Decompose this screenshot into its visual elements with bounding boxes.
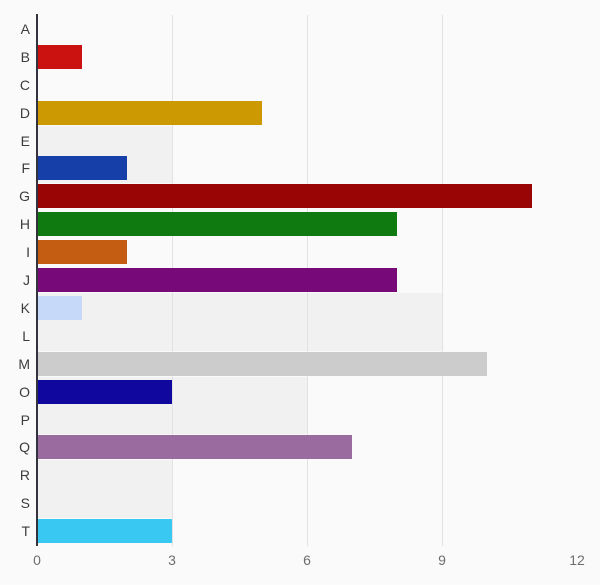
- category-label-M: M: [18, 355, 30, 372]
- bar-F: [38, 156, 127, 181]
- x-tick-label-3: 3: [168, 552, 176, 568]
- category-label-C: C: [19, 76, 30, 93]
- category-label-H: H: [19, 216, 30, 233]
- category-label-L: L: [22, 327, 30, 344]
- category-label-D: D: [19, 104, 30, 121]
- category-label-K: K: [20, 299, 30, 316]
- category-label-A: A: [20, 20, 30, 37]
- category-label-B: B: [20, 48, 30, 65]
- bar-T: [38, 519, 172, 544]
- category-label-T: T: [21, 523, 30, 540]
- category-label-F: F: [21, 160, 30, 177]
- bar-I: [38, 240, 127, 265]
- background-panel-RS: [38, 460, 173, 519]
- bar-H: [38, 212, 397, 237]
- category-label-P: P: [20, 411, 30, 428]
- bar-Q: [38, 435, 352, 460]
- y-axis-line: [36, 14, 38, 546]
- x-tick-label-12: 12: [569, 552, 585, 568]
- x-tick-label-9: 9: [438, 552, 446, 568]
- category-label-J: J: [23, 272, 30, 289]
- x-tick-label-0: 0: [33, 552, 41, 568]
- bar-K: [38, 295, 82, 320]
- category-label-E: E: [20, 132, 30, 149]
- gridline-9: [442, 15, 443, 546]
- bar-O: [38, 379, 172, 404]
- x-tick-label-6: 6: [303, 552, 311, 568]
- category-label-R: R: [19, 467, 30, 484]
- category-label-S: S: [20, 495, 30, 512]
- bar-M: [38, 351, 487, 376]
- background-panel-KL: [38, 293, 443, 351]
- bar-G: [38, 184, 532, 209]
- bar-J: [38, 268, 397, 293]
- category-label-G: G: [19, 188, 30, 205]
- category-label-Q: Q: [19, 439, 30, 456]
- bar-D: [38, 100, 262, 125]
- bar-B: [38, 44, 82, 69]
- category-label-I: I: [26, 244, 30, 261]
- category-label-O: O: [19, 383, 30, 400]
